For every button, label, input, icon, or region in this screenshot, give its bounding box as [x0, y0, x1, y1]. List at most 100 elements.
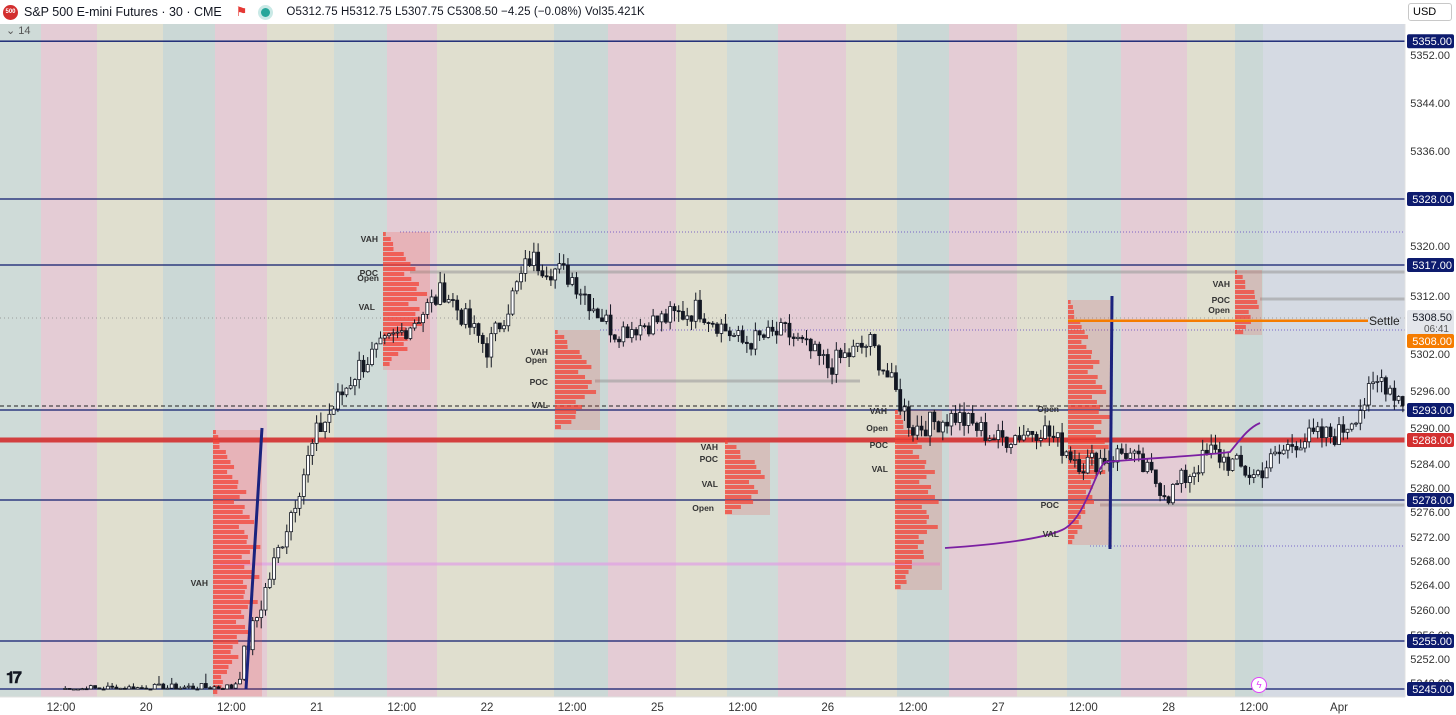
candle-body — [851, 345, 856, 358]
profile-bar — [725, 505, 741, 509]
candle-body — [1021, 434, 1026, 441]
profile-bar — [895, 425, 904, 429]
candle-body — [864, 345, 869, 348]
candle-body — [127, 686, 132, 690]
profile-bar — [383, 237, 391, 241]
candle-body — [1072, 459, 1077, 461]
candle-body — [962, 412, 967, 426]
lightning-icon[interactable]: ϟ — [1251, 677, 1267, 693]
profile-bar — [1068, 385, 1103, 389]
profile-bar — [895, 555, 924, 559]
profile-bar — [213, 555, 242, 559]
live-dot-icon — [261, 7, 271, 17]
candle-body — [1345, 428, 1350, 433]
profile-bar — [383, 347, 408, 351]
candle-body — [561, 263, 566, 266]
flag-icon[interactable]: ⚑ — [235, 4, 248, 19]
profile-bar — [1068, 490, 1086, 494]
key-level-label: 5288.00 — [1412, 435, 1452, 447]
candle-body — [203, 683, 208, 689]
profile-bar — [1068, 395, 1092, 399]
candle-body — [1196, 472, 1201, 475]
profile-label: VAH — [701, 442, 718, 452]
candle-body — [1009, 444, 1013, 448]
profile-bar — [895, 520, 927, 524]
candle-body — [1392, 387, 1397, 401]
chart-title[interactable]: S&P 500 E-mini Futures · 30 · CME — [24, 5, 222, 19]
candle-body — [446, 299, 451, 303]
profile-bar — [895, 455, 920, 459]
candle-body — [800, 336, 805, 340]
candle-body — [621, 326, 626, 343]
candle-body — [787, 322, 792, 338]
profile-bar — [1068, 480, 1091, 484]
candle-body — [357, 359, 362, 381]
profile-bar — [1068, 505, 1086, 509]
candle-body — [502, 325, 506, 330]
candle-body — [796, 336, 800, 339]
price-axis[interactable]: 5248.005252.005256.005260.005264.005268.… — [1407, 34, 1454, 696]
level-price-tag — [1407, 403, 1454, 417]
profile-bar — [213, 645, 233, 649]
profile-bar — [213, 440, 220, 444]
price-tick-label: 5268.00 — [1410, 556, 1450, 568]
profile-bar — [725, 510, 732, 514]
candle-body — [331, 408, 336, 415]
level-price-label: 5245.00 — [1412, 684, 1452, 696]
candle-body — [220, 688, 225, 690]
profile-label: VAH — [361, 234, 378, 244]
profile-bar — [1235, 305, 1259, 309]
profile-label: POC — [870, 440, 888, 450]
price-axis-bg — [1405, 24, 1456, 697]
candle-body — [114, 686, 119, 690]
candle-body — [1371, 381, 1375, 384]
profile-bar — [1068, 535, 1075, 539]
candle-body — [1226, 456, 1231, 471]
candle-body — [514, 281, 519, 292]
level-price-tag — [1407, 34, 1454, 49]
tradingview-logo[interactable]: 𝟏𝟕 — [6, 670, 22, 687]
profile-bar — [1235, 315, 1251, 319]
candle-body — [208, 687, 213, 690]
candle-body — [979, 422, 984, 431]
candle-body — [306, 455, 310, 476]
candle-body — [710, 322, 715, 325]
value-area-annotations: VAHVAHPOCOpenVALVAHOpenPOCVALVAHPOCVALOp… — [191, 234, 1230, 588]
candle-body — [378, 337, 383, 345]
profile-bar — [1068, 500, 1094, 504]
candle-body — [906, 406, 911, 428]
candle-body — [744, 341, 749, 344]
profile-bar — [1068, 305, 1073, 309]
session-band — [1187, 24, 1235, 697]
candle-body — [953, 413, 958, 423]
time-axis[interactable]: 12:00 20 12:00 21 12:00 22 12:00 25 12:00 26 12:00… — [47, 702, 1349, 714]
candle-body — [651, 315, 656, 335]
level-price-tag — [1407, 493, 1454, 507]
profile-bar — [1068, 475, 1097, 479]
profile-bar — [895, 525, 938, 529]
candle-body — [1034, 434, 1039, 441]
candle-body — [1000, 430, 1005, 438]
candle-body — [399, 330, 404, 333]
candle-body — [71, 688, 76, 691]
candle-body — [527, 258, 532, 266]
profile-bar — [895, 445, 922, 449]
candle-body — [911, 427, 915, 436]
candle-body — [570, 277, 575, 285]
candle-body — [485, 343, 489, 358]
session-band — [727, 24, 778, 697]
candle-body — [1230, 458, 1235, 471]
overlay-lines: Settle — [944, 314, 1400, 549]
currency-selector[interactable]: USD — [1408, 3, 1452, 21]
candle-body — [689, 315, 694, 322]
profile-bar — [895, 580, 907, 584]
candle-body — [830, 367, 834, 375]
indicator-value: 14 — [18, 25, 31, 37]
indicator-row[interactable]: ⌄ 14 — [6, 25, 31, 37]
time-tick-label: 25 — [651, 702, 664, 714]
candle-body — [1217, 449, 1222, 463]
profile-bar — [383, 257, 406, 261]
profile-bar — [213, 540, 247, 544]
profile-bar — [213, 600, 258, 604]
